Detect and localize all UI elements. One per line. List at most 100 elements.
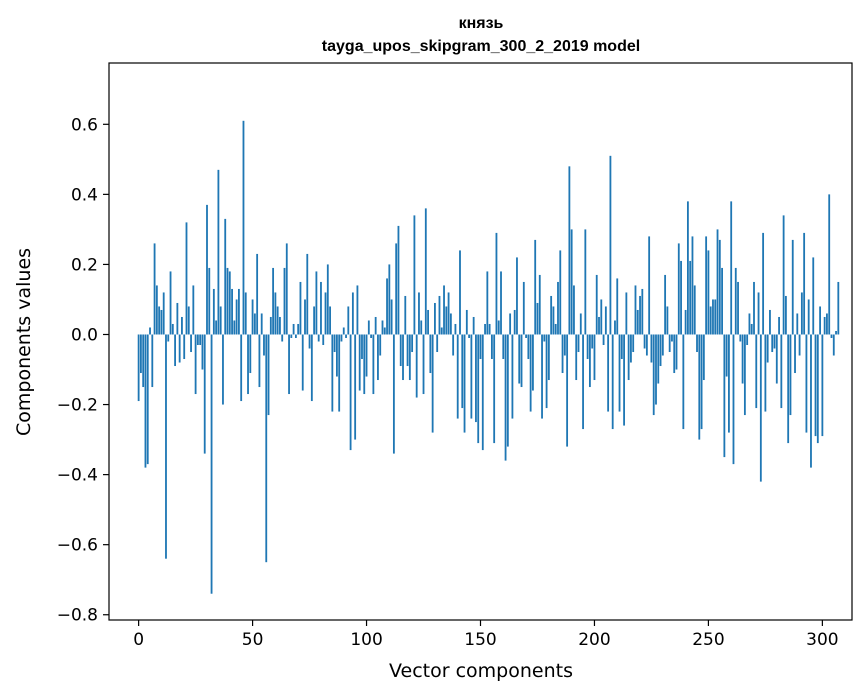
bar-199 xyxy=(591,334,594,349)
y-tick-label: −0.4 xyxy=(57,466,98,486)
bar-194 xyxy=(579,313,582,335)
bar-282 xyxy=(780,334,783,409)
bar-65 xyxy=(285,243,288,335)
bar-249 xyxy=(705,236,708,335)
bar-86 xyxy=(333,334,336,353)
bar-55 xyxy=(263,334,265,356)
bar-50 xyxy=(251,299,254,335)
bar-125 xyxy=(422,334,425,395)
bar-220 xyxy=(639,295,641,335)
bar-146 xyxy=(470,334,473,419)
bar-187 xyxy=(563,334,566,356)
bar-149 xyxy=(477,334,480,444)
x-tick-label: 300 xyxy=(806,630,838,650)
bar-153 xyxy=(486,271,489,335)
bar-169 xyxy=(522,281,525,335)
bar-192 xyxy=(575,334,578,381)
bar-29 xyxy=(203,334,206,454)
bar-303 xyxy=(828,194,831,335)
bar-5 xyxy=(149,327,151,335)
bar-59 xyxy=(272,267,275,335)
bar-159 xyxy=(500,271,502,335)
bar-119 xyxy=(408,334,411,381)
bar-209 xyxy=(614,320,616,335)
bar-265 xyxy=(741,334,744,384)
bar-138 xyxy=(452,334,455,356)
bar-117 xyxy=(404,295,407,335)
x-tick-label: 50 xyxy=(242,630,264,650)
bar-12 xyxy=(165,334,167,559)
bar-7 xyxy=(153,243,156,335)
bar-96 xyxy=(356,285,359,335)
bar-288 xyxy=(794,334,796,374)
bar-34 xyxy=(215,320,218,335)
bar-205 xyxy=(604,306,607,335)
bar-177 xyxy=(541,334,543,419)
bar-89 xyxy=(340,334,343,342)
bar-75 xyxy=(308,334,311,349)
bar-11 xyxy=(162,292,165,335)
bar-184 xyxy=(557,281,559,335)
bar-190 xyxy=(570,229,573,335)
bar-18 xyxy=(178,334,181,363)
bar-120 xyxy=(411,334,414,353)
bar-168 xyxy=(520,334,523,388)
bar-200 xyxy=(593,334,596,381)
bar-236 xyxy=(675,334,678,370)
bar-176 xyxy=(538,274,541,335)
y-tick-label: 0.4 xyxy=(71,185,98,205)
bar-47 xyxy=(244,292,247,335)
bar-130 xyxy=(434,302,436,335)
bar-24 xyxy=(192,285,195,335)
bar-54 xyxy=(260,313,263,335)
bar-260 xyxy=(730,201,733,335)
bar-172 xyxy=(529,334,532,412)
bar-43 xyxy=(235,299,238,335)
bar-183 xyxy=(554,323,557,335)
bar-283 xyxy=(782,215,785,335)
x-tick-label: 200 xyxy=(578,630,610,650)
bar-122 xyxy=(415,334,418,398)
y-tick-label: −0.2 xyxy=(57,396,98,416)
bar-124 xyxy=(420,320,423,335)
bar-276 xyxy=(766,334,769,363)
bar-69 xyxy=(294,334,297,338)
bar-56 xyxy=(265,334,268,563)
bar-88 xyxy=(338,334,341,412)
bar-95 xyxy=(354,334,357,440)
bar-150 xyxy=(479,334,482,360)
bar-297 xyxy=(814,334,817,437)
bar-85 xyxy=(331,334,334,412)
bar-292 xyxy=(803,232,806,335)
bar-235 xyxy=(673,334,676,374)
bar-182 xyxy=(552,306,555,335)
y-axis-ticks: −0.8 −0.6 −0.4 −0.2 0.0 0.2 0.4 0.6 xyxy=(57,115,109,626)
bar-304 xyxy=(830,334,833,338)
bar-242 xyxy=(689,260,692,335)
bar-104 xyxy=(374,316,377,335)
bar-210 xyxy=(616,278,619,335)
bar-232 xyxy=(666,306,669,335)
bar-72 xyxy=(301,334,304,391)
bar-14 xyxy=(169,271,172,335)
bar-97 xyxy=(358,334,361,391)
bar-256 xyxy=(721,267,723,335)
bar-107 xyxy=(381,320,384,335)
bar-222 xyxy=(643,334,646,349)
bar-280 xyxy=(775,334,778,384)
x-tick-label: 250 xyxy=(692,630,724,650)
bar-179 xyxy=(545,334,548,409)
bar-157 xyxy=(495,232,498,335)
bar-261 xyxy=(732,334,735,465)
bar-148 xyxy=(475,334,477,423)
bar-3 xyxy=(144,334,147,468)
bar-82 xyxy=(324,292,327,335)
bar-110 xyxy=(388,264,391,335)
bar-68 xyxy=(292,323,295,335)
bar-240 xyxy=(684,309,687,335)
bar-90 xyxy=(342,327,345,335)
bar-174 xyxy=(534,239,537,335)
bar-78 xyxy=(315,271,318,335)
bar-17 xyxy=(176,302,179,335)
